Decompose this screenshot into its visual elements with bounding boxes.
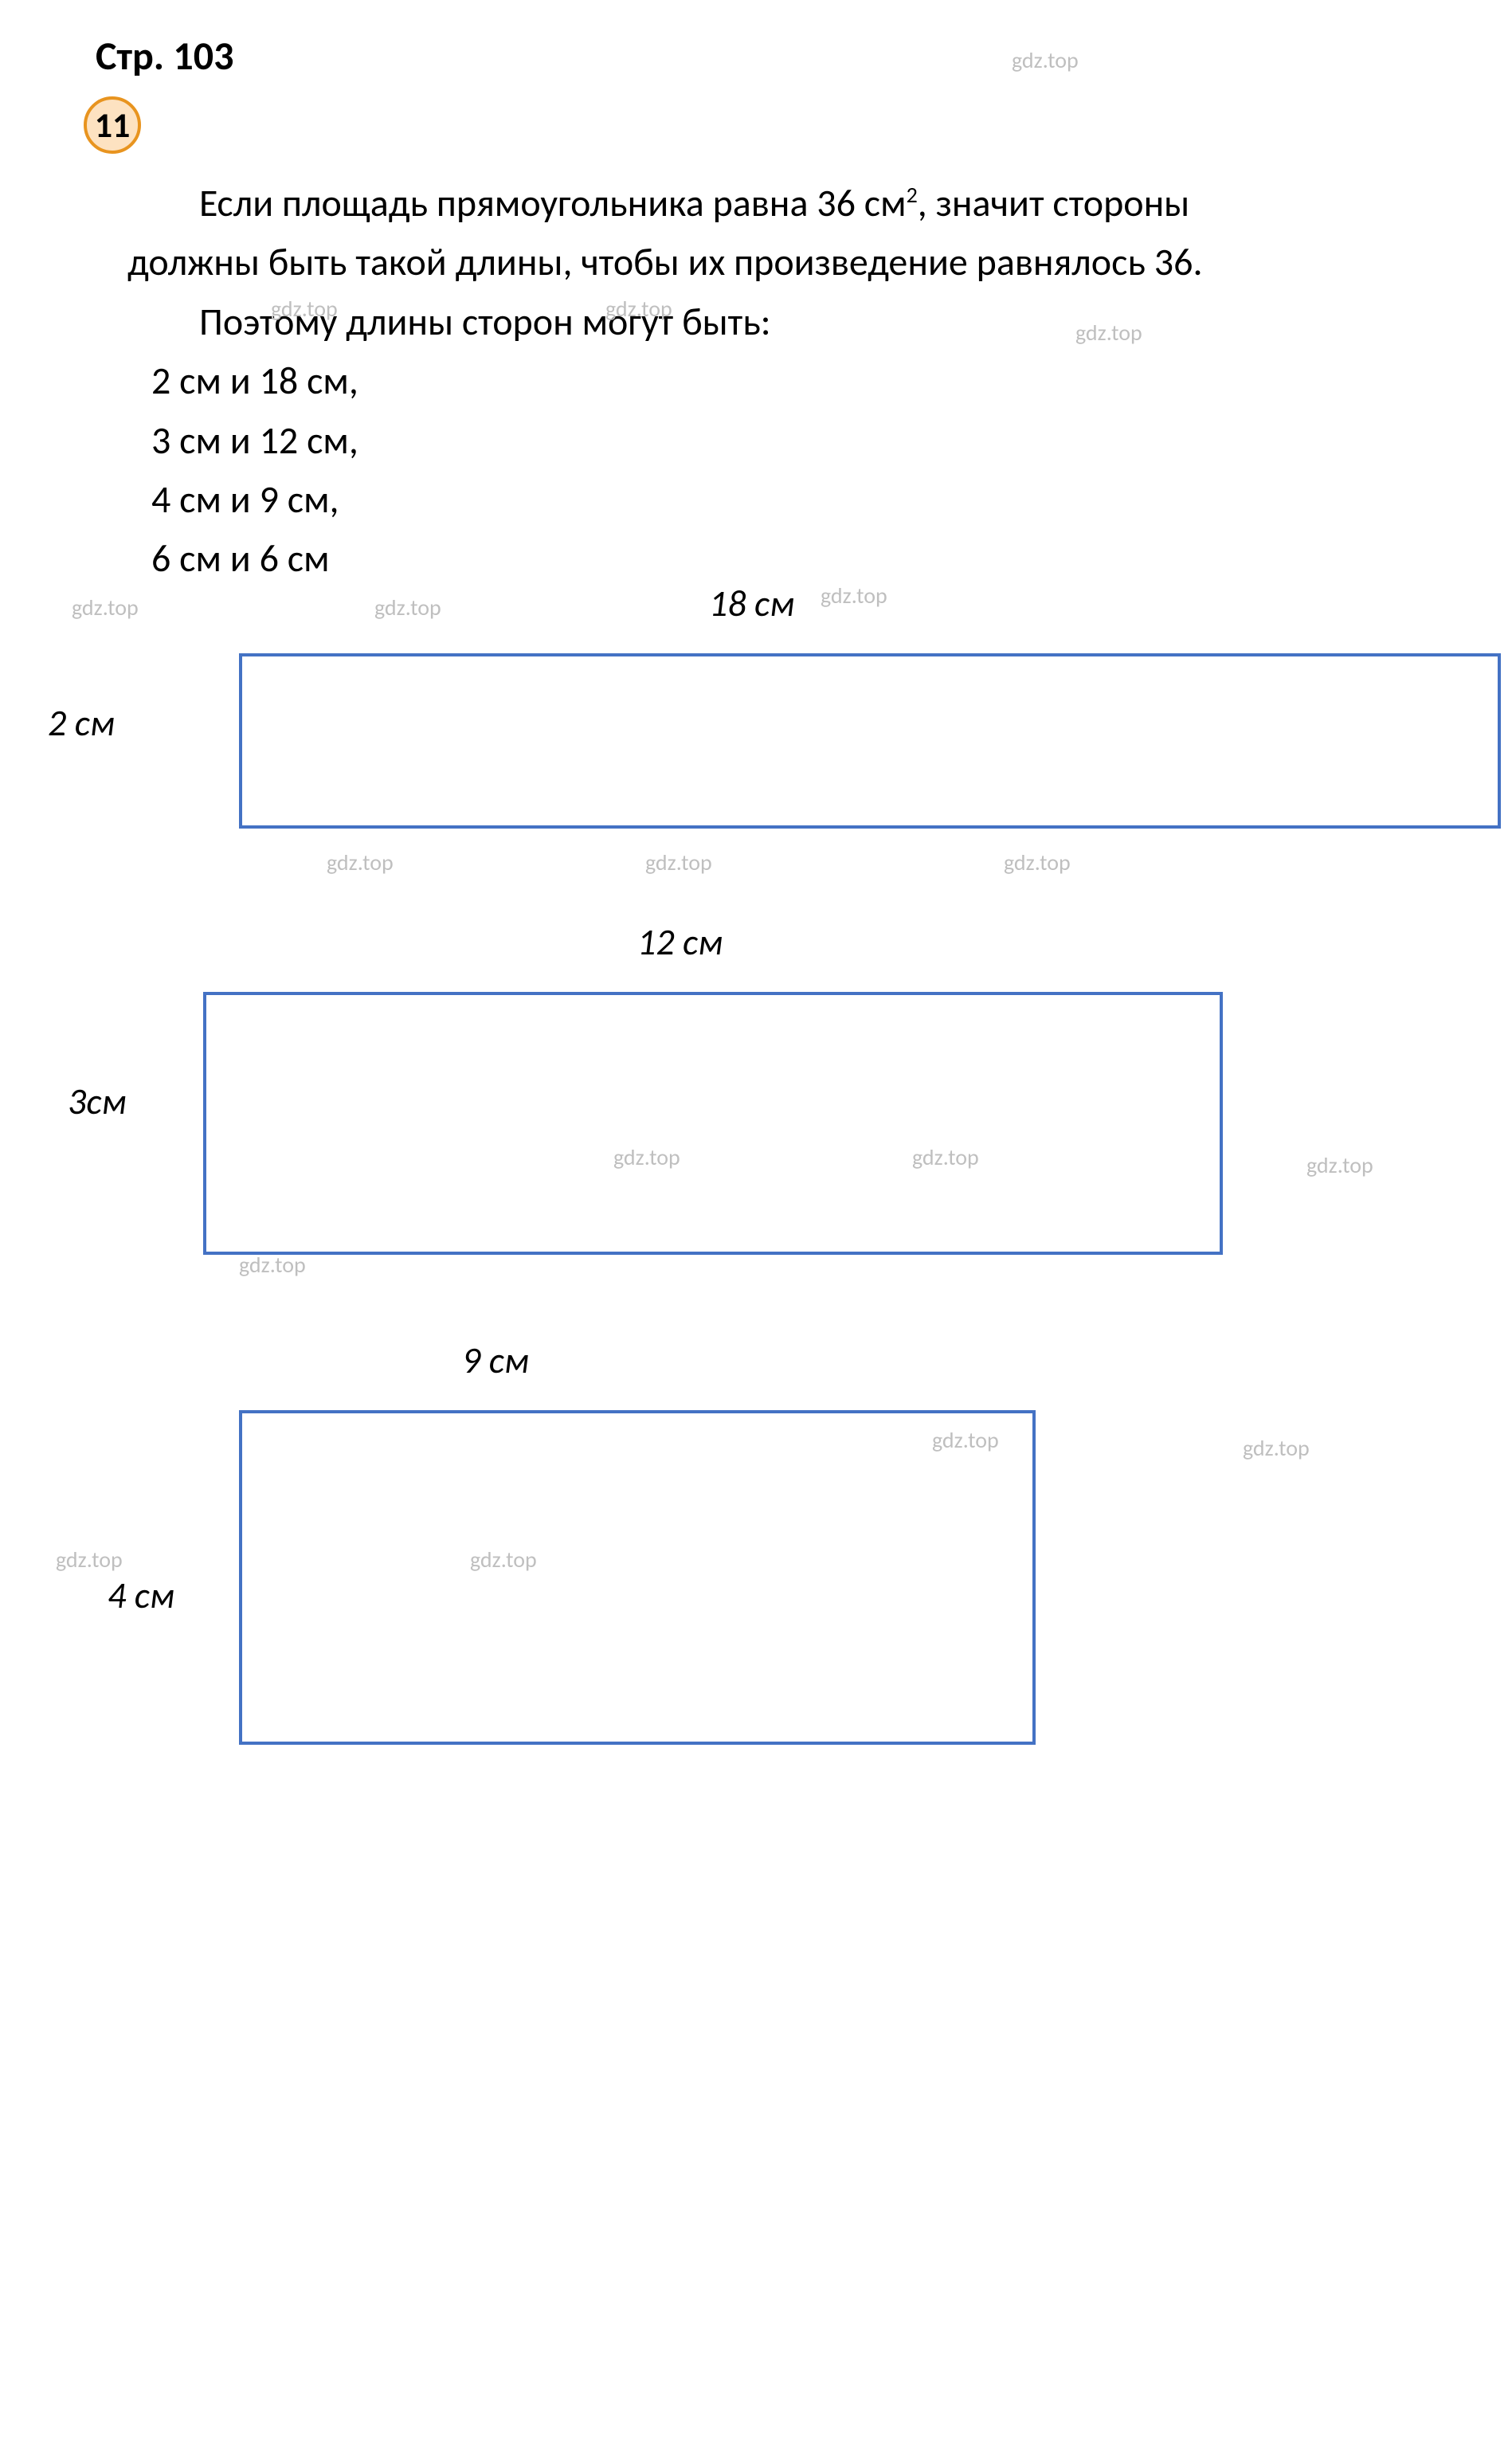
paragraph-2: должны быть такой длины, чтобы их произв…: [127, 233, 1416, 292]
width-label-r2: 12 см: [637, 920, 723, 965]
rectangle-r2: [203, 992, 1223, 1255]
rectangle-r3: [239, 1410, 1036, 1745]
page-root: Стр. 103 11 Если площадь прямоугольника …: [0, 0, 1512, 2461]
para1-sup: 2: [907, 181, 918, 209]
page-number-label: Стр. 103: [96, 32, 1448, 80]
list-item-4: 6 см и 6 см: [151, 529, 1416, 588]
paragraph-3: Поэтому длины сторон могут быть:: [127, 292, 1416, 351]
list-item-2: 3 см и 12 см,: [151, 411, 1416, 470]
list-item-3: 4 см и 9 см,: [151, 470, 1416, 529]
height-label-r1: 2 см: [48, 701, 115, 746]
rectangle-r1: [239, 653, 1501, 829]
height-label-r2: 3см: [68, 1080, 127, 1124]
paragraph-1: Если площадь прямоугольника равна 36 см2…: [127, 174, 1416, 233]
para1-b: , значит стороны: [918, 179, 1189, 226]
width-label-r3: 9 см: [462, 1338, 529, 1383]
para1-a: Если площадь прямоугольника равна 36 см: [199, 179, 907, 226]
solution-text: Если площадь прямоугольника равна 36 см2…: [127, 174, 1416, 589]
list-item-1: 2 см и 18 см,: [151, 351, 1416, 410]
width-label-r1: 18 см: [709, 582, 794, 626]
exercise-badge: 11: [84, 96, 141, 154]
height-label-r3: 4 см: [108, 1573, 174, 1618]
